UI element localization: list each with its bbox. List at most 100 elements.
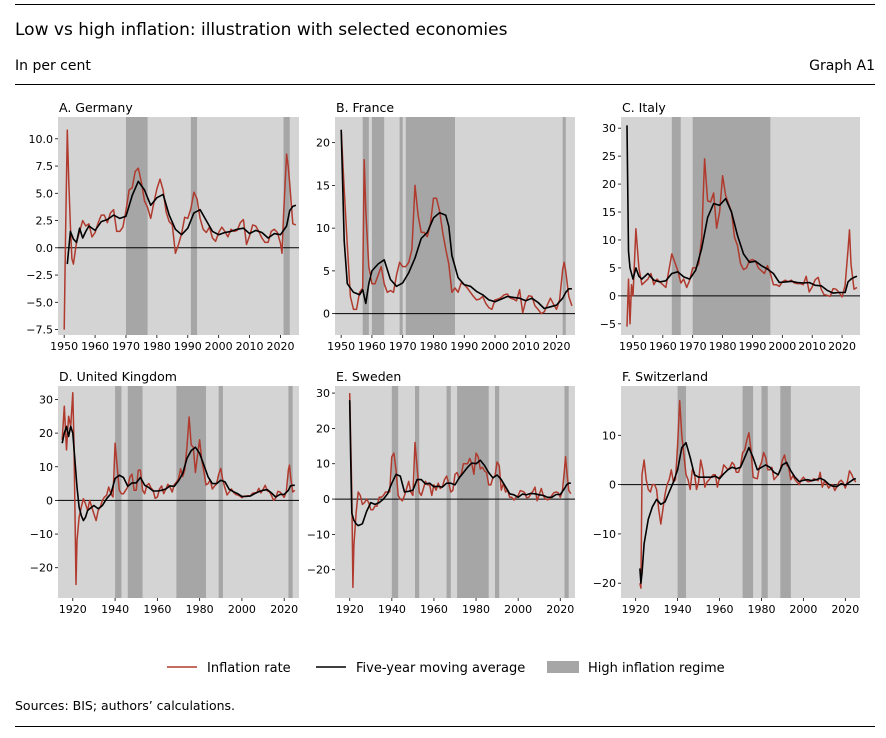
high-inflation-band <box>176 386 206 598</box>
x-tick-label: 1960 <box>706 603 734 616</box>
moving-average-line <box>340 129 572 310</box>
x-tick-label: 1950 <box>619 340 647 353</box>
x-tick-label: 1980 <box>462 603 490 616</box>
high-inflation-band <box>127 386 143 598</box>
y-tick-label: 0 <box>323 493 330 506</box>
x-tick-label: 1980 <box>709 340 737 353</box>
legend-item: Five-year moving average <box>316 661 525 676</box>
x-tick-label: 2010 <box>798 340 826 353</box>
moving-average-line <box>626 125 858 294</box>
y-tick-label: 20 <box>602 178 616 191</box>
high-inflation-band <box>288 386 293 598</box>
high-inflation-band <box>761 386 768 598</box>
high-inflation-band <box>190 117 198 335</box>
legend-label: High inflation regime <box>588 661 725 676</box>
panel-title: B. France <box>336 100 394 115</box>
y-tick-label: −7.5 <box>26 324 53 337</box>
y-tick-label: 7.5 <box>36 160 54 173</box>
x-tick-label: 2000 <box>768 340 796 353</box>
high-inflation-band <box>692 117 771 335</box>
y-tick-label: −10 <box>593 528 616 541</box>
y-tick-label: −20 <box>30 562 53 575</box>
x-tick-label: 1970 <box>679 340 707 353</box>
y-tick-label: 20 <box>316 422 330 435</box>
y-tick-label: 30 <box>39 393 53 406</box>
high-inflation-band <box>399 117 403 335</box>
y-tick-label: 20 <box>316 137 330 150</box>
plot-area <box>58 386 299 598</box>
moving-average-line <box>348 400 571 527</box>
panel-title: D. United Kingdom <box>59 369 177 384</box>
plot-area <box>58 117 299 335</box>
x-tick-label: 1940 <box>378 603 406 616</box>
high-inflation-band <box>391 386 399 598</box>
plot-area <box>621 117 860 335</box>
x-tick-label: 1960 <box>649 340 677 353</box>
panel-title: E. Sweden <box>336 369 401 384</box>
high-inflation-band <box>677 386 686 598</box>
sources-note: Sources: BIS; authors’ calculations. <box>15 698 236 713</box>
y-tick-label: 20 <box>39 427 53 440</box>
x-tick-label: 2000 <box>228 603 256 616</box>
x-tick-label: 2020 <box>543 340 571 353</box>
high-inflation-band <box>671 117 681 335</box>
y-tick-label: 0 <box>609 479 616 492</box>
high-inflation-band <box>780 386 791 598</box>
y-tick-label: 10.0 <box>29 133 54 146</box>
x-tick-label: 2020 <box>266 340 294 353</box>
y-tick-label: 10 <box>602 234 616 247</box>
y-tick-label: 25 <box>602 150 616 163</box>
x-tick-label: 1970 <box>112 340 140 353</box>
y-tick-label: 0.0 <box>36 242 54 255</box>
high-inflation-band <box>415 386 420 598</box>
graph-label: Graph A1 <box>809 58 875 74</box>
x-tick-label: 1980 <box>747 603 775 616</box>
y-tick-label: 10 <box>39 461 53 474</box>
plot-background <box>58 117 299 335</box>
y-tick-label: 5 <box>609 262 616 275</box>
figure-title: Low vs high inflation: illustration with… <box>15 20 508 40</box>
chart-panel-4: D. United Kingdom −20 −10 0 10 20 30 1920 1940 19… <box>30 369 299 616</box>
x-tick-label: 1940 <box>101 603 129 616</box>
high-inflation-band <box>125 117 148 335</box>
y-tick-label: −5 <box>600 318 616 331</box>
x-tick-label: 2020 <box>270 603 298 616</box>
high-inflation-band <box>495 386 500 598</box>
panel-title: C. Italy <box>622 100 666 115</box>
chart-panel-2: B. France 0 5 10 15 20 1950 1960 1970 1980 1990 200… <box>316 100 575 353</box>
high-inflation-band <box>446 386 451 598</box>
moving-average-line <box>61 425 295 522</box>
x-tick-label: 2010 <box>512 340 540 353</box>
y-tick-label: 5.0 <box>36 187 54 200</box>
y-tick-label: 0 <box>46 494 53 507</box>
x-tick-label: 1980 <box>186 603 214 616</box>
x-tick-label: 2020 <box>831 603 859 616</box>
x-tick-label: 1960 <box>420 603 448 616</box>
moving-average-line <box>66 180 297 265</box>
chart-panel-1: A. Germany −7.5 −5.0 −2.5 0.0 2.5 5.0 7.5 10.0 19… <box>26 100 299 353</box>
chart-panel-3: C. Italy −5 0 5 10 15 20 25 30 1950 1960 1970 1980 19… <box>600 100 860 353</box>
y-tick-label: 10 <box>602 429 616 442</box>
legend-item: High inflation regime <box>547 661 725 676</box>
y-tick-label: 5 <box>323 265 330 278</box>
x-tick-label: 2000 <box>504 603 532 616</box>
x-tick-label: 2000 <box>481 340 509 353</box>
high-inflation-band <box>457 386 489 598</box>
header-rule <box>15 84 875 85</box>
moving-average-line <box>639 441 856 585</box>
plot-area <box>335 117 575 335</box>
panel-title: A. Germany <box>59 100 133 115</box>
y-tick-label: 10 <box>316 222 330 235</box>
legend-item: Inflation rate <box>167 661 291 676</box>
y-tick-label: −5.0 <box>26 296 53 309</box>
top-rule <box>15 4 875 5</box>
x-tick-label: 2020 <box>546 603 574 616</box>
y-tick-label: −20 <box>593 577 616 590</box>
y-tick-label: 30 <box>316 387 330 400</box>
y-tick-label: 10 <box>316 458 330 471</box>
plot-area <box>621 386 860 598</box>
legend-label: Five-year moving average <box>356 661 525 676</box>
x-tick-label: 1950 <box>327 340 355 353</box>
y-tick-label: 0 <box>323 308 330 321</box>
